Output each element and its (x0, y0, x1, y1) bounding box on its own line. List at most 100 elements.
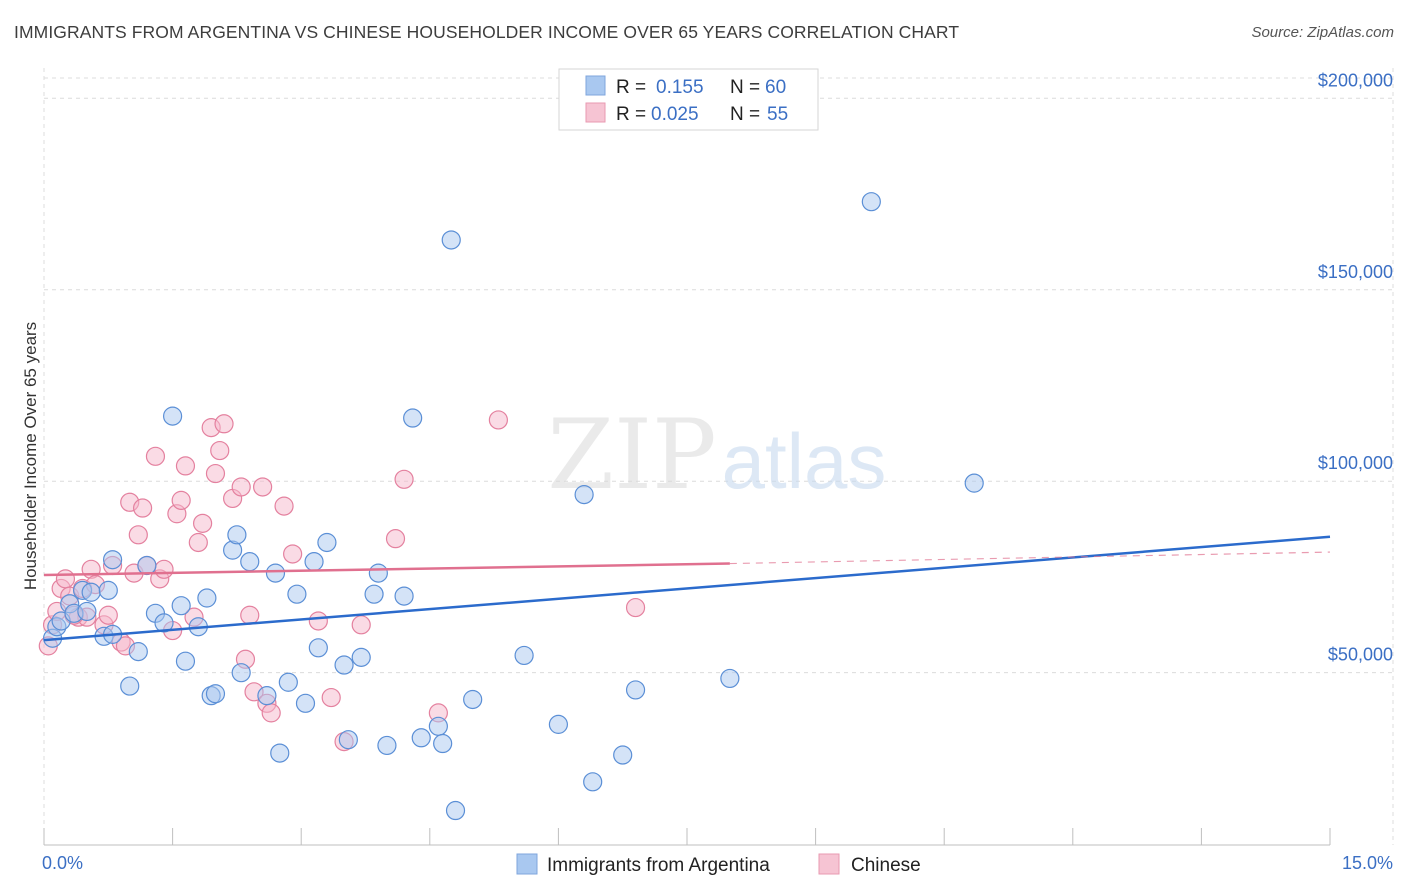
chinese-trend-extension (729, 551, 1331, 565)
argentina-point (317, 532, 337, 553)
argentina-point (445, 800, 466, 821)
chinese-point (231, 477, 251, 497)
correlation-legend: R = 0.155 N = 60 R = 0.025 N = 55 (558, 68, 819, 131)
legend-n-value: 60 (765, 77, 786, 98)
argentina-point (583, 772, 603, 792)
series-legend-swatch-chinese (818, 853, 840, 875)
watermark: ZIP atlas (547, 399, 886, 511)
argentina-point (102, 550, 123, 570)
y-tick-label: $50,000 (1328, 645, 1393, 665)
argentina-point (394, 586, 414, 606)
y-tick-label: $200,000 (1318, 70, 1393, 90)
y-axis-label: Householder Income Over 65 years (21, 322, 40, 590)
argentina-point (163, 406, 183, 426)
argentina-point (227, 525, 247, 545)
argentina-point (278, 672, 298, 692)
chinese-point (98, 605, 118, 625)
argentina-trend-line (43, 535, 1331, 642)
chinese-trend-line (43, 562, 730, 577)
chinese-point (283, 544, 303, 564)
chinese-point (351, 615, 371, 635)
chinese-point (321, 687, 341, 708)
argentina-point (120, 676, 140, 696)
series-legend-swatch-argentina (516, 853, 538, 875)
chinese-point (205, 463, 226, 484)
chinese-point (214, 414, 234, 434)
legend-swatch-chinese (585, 102, 606, 123)
argentina-point (548, 714, 569, 734)
argentina-point (128, 642, 148, 662)
chinese-point (385, 529, 406, 549)
x-tick-label-max: 15.0% (1342, 853, 1393, 873)
chinese-point (55, 569, 76, 589)
series-legend-label-chinese: Chinese (851, 855, 921, 876)
legend-r-value: 0.025 (651, 104, 699, 125)
series-legend-label-argentina: Immigrants from Argentina (547, 855, 770, 876)
chinese-point (175, 456, 196, 476)
argentina-point (287, 584, 307, 604)
chinese-point (240, 605, 260, 625)
argentina-point (403, 408, 423, 428)
argentina-point (625, 680, 646, 700)
trend-lines (43, 535, 1331, 642)
argentina-point (433, 733, 453, 754)
chinese-point (145, 446, 166, 466)
argentina-point (364, 584, 384, 604)
chinese-point (394, 469, 414, 489)
argentina-point (377, 735, 397, 756)
argentina-point (574, 485, 594, 505)
chart-source: Source: ZipAtlas.com (1251, 24, 1394, 41)
y-tick-label: $150,000 (1318, 262, 1393, 282)
chinese-point (171, 490, 191, 510)
argentina-point (171, 596, 191, 616)
watermark-atlas: atlas (722, 417, 887, 505)
grid-layer (43, 68, 1394, 845)
argentina-point (463, 689, 483, 710)
chinese-point (210, 440, 230, 461)
x-tick-label-min: 0.0% (42, 853, 83, 873)
legend-n-value: 55 (767, 104, 788, 125)
argentina-point (154, 613, 174, 633)
argentina-point (428, 716, 448, 736)
axis-layer (43, 828, 1331, 846)
argentina-point (351, 647, 371, 667)
argentina-points (42, 192, 984, 821)
chinese-point (488, 410, 508, 430)
argentina-point (964, 473, 984, 493)
legend-n-label: N = (730, 104, 760, 125)
chinese-point (132, 498, 153, 518)
chinese-point (274, 496, 294, 516)
watermark-zip: ZIP (547, 399, 716, 511)
legend-r-label: R = (616, 77, 646, 98)
argentina-point (514, 645, 534, 666)
chinese-point (253, 477, 273, 497)
argentina-point (861, 192, 881, 212)
chinese-point (188, 532, 208, 553)
argentina-point (613, 745, 633, 765)
argentina-point (295, 693, 316, 713)
argentina-point (77, 601, 97, 622)
chinese-point (625, 597, 646, 618)
argentina-point (137, 555, 157, 576)
series-legend: Immigrants from Argentina Chinese (516, 853, 921, 876)
argentina-point (368, 563, 388, 583)
argentina-point (441, 230, 461, 250)
argentina-point (98, 580, 118, 600)
legend-swatch-argentina (585, 75, 606, 96)
argentina-point (265, 563, 286, 583)
argentina-point (197, 588, 217, 608)
argentina-point (257, 686, 277, 706)
legend-r-label: R = (616, 104, 646, 125)
argentina-point (304, 552, 324, 572)
chinese-point (193, 513, 213, 533)
chinese-point (261, 703, 281, 723)
argentina-point (270, 743, 290, 763)
chinese-point (128, 525, 148, 545)
argentina-point (334, 655, 354, 675)
argentina-point (720, 668, 740, 689)
argentina-point (175, 651, 196, 671)
legend-r-value: 0.155 (656, 77, 704, 98)
argentina-point (308, 638, 328, 658)
argentina-point (231, 663, 251, 683)
